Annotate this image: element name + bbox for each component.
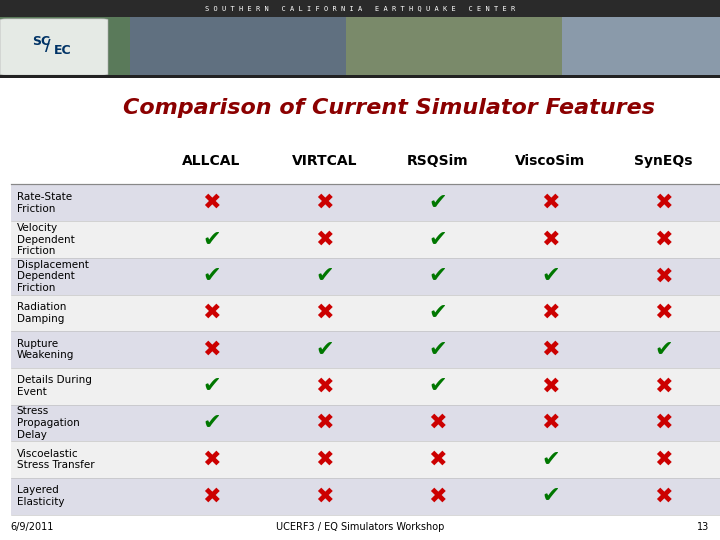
Text: 13: 13 xyxy=(697,522,709,532)
Text: ✖: ✖ xyxy=(654,193,672,213)
Text: ✖: ✖ xyxy=(654,450,672,470)
Text: ✖: ✖ xyxy=(541,193,559,213)
Text: ✖: ✖ xyxy=(315,486,333,507)
Text: Comparison of Current Simulator Features: Comparison of Current Simulator Features xyxy=(123,98,654,118)
Bar xyxy=(0,0,720,17)
Text: SC: SC xyxy=(32,35,50,48)
Bar xyxy=(11,478,720,515)
Text: ✔: ✔ xyxy=(315,266,333,286)
Bar xyxy=(130,17,346,78)
Text: Rate-State
Friction: Rate-State Friction xyxy=(17,192,72,214)
Bar xyxy=(11,404,720,441)
Text: Details During
Event: Details During Event xyxy=(17,375,91,397)
Text: ✖: ✖ xyxy=(315,376,333,396)
Text: ✔: ✔ xyxy=(428,230,446,249)
Text: ✖: ✖ xyxy=(428,450,446,470)
Bar xyxy=(11,258,720,294)
Text: ✖: ✖ xyxy=(654,303,672,323)
Text: ✔: ✔ xyxy=(654,340,672,360)
Bar xyxy=(11,331,720,368)
Text: Rupture
Weakening: Rupture Weakening xyxy=(17,339,74,360)
Text: ✖: ✖ xyxy=(202,340,220,360)
Bar xyxy=(562,17,720,78)
Text: ✖: ✖ xyxy=(315,193,333,213)
Text: ✔: ✔ xyxy=(202,230,220,249)
Text: ✖: ✖ xyxy=(315,413,333,433)
Text: ✖: ✖ xyxy=(654,413,672,433)
Text: Viscoelastic
Stress Transfer: Viscoelastic Stress Transfer xyxy=(17,449,94,470)
Bar xyxy=(11,441,720,478)
Text: ✖: ✖ xyxy=(428,413,446,433)
Text: ✖: ✖ xyxy=(541,413,559,433)
Text: ✖: ✖ xyxy=(315,230,333,249)
Text: SynEQs: SynEQs xyxy=(634,154,693,168)
Text: ✖: ✖ xyxy=(202,193,220,213)
Text: Velocity
Dependent
Friction: Velocity Dependent Friction xyxy=(17,223,74,256)
Text: ✖: ✖ xyxy=(541,376,559,396)
Bar xyxy=(11,368,720,404)
Text: ✔: ✔ xyxy=(428,303,446,323)
Text: Displacement
Dependent
Friction: Displacement Dependent Friction xyxy=(17,260,89,293)
Text: VIRTCAL: VIRTCAL xyxy=(292,154,357,168)
Bar xyxy=(11,221,720,258)
Text: /: / xyxy=(45,39,51,53)
Text: ✖: ✖ xyxy=(315,450,333,470)
Text: ✖: ✖ xyxy=(428,486,446,507)
Text: S O U T H E R N   C A L I F O R N I A   E A R T H Q U A K E   C E N T E R: S O U T H E R N C A L I F O R N I A E A … xyxy=(205,5,515,12)
Text: ✔: ✔ xyxy=(202,266,220,286)
Text: ✖: ✖ xyxy=(654,230,672,249)
Text: ✖: ✖ xyxy=(315,303,333,323)
Text: ✔: ✔ xyxy=(428,376,446,396)
Text: ALLCAL: ALLCAL xyxy=(182,154,240,168)
Text: ✖: ✖ xyxy=(541,340,559,360)
Text: Radiation
Damping: Radiation Damping xyxy=(17,302,66,323)
Text: ✔: ✔ xyxy=(202,413,220,433)
Bar xyxy=(0,17,720,78)
Text: ✖: ✖ xyxy=(202,486,220,507)
Bar xyxy=(0,75,720,78)
Text: ✖: ✖ xyxy=(654,266,672,286)
FancyBboxPatch shape xyxy=(0,19,108,75)
Text: ViscoSim: ViscoSim xyxy=(516,154,585,168)
Text: ✔: ✔ xyxy=(541,266,559,286)
Text: 6/9/2011: 6/9/2011 xyxy=(11,522,54,532)
Text: ✔: ✔ xyxy=(428,340,446,360)
Text: ✖: ✖ xyxy=(202,303,220,323)
Text: ✔: ✔ xyxy=(541,486,559,507)
Text: Layered
Elasticity: Layered Elasticity xyxy=(17,485,64,507)
Text: ✖: ✖ xyxy=(541,230,559,249)
Text: ✖: ✖ xyxy=(654,376,672,396)
Text: Stress
Propagation
Delay: Stress Propagation Delay xyxy=(17,406,79,440)
Text: ✔: ✔ xyxy=(541,450,559,470)
Text: ✔: ✔ xyxy=(428,266,446,286)
Text: ✔: ✔ xyxy=(315,340,333,360)
Text: ✔: ✔ xyxy=(202,376,220,396)
Text: ✖: ✖ xyxy=(541,303,559,323)
Text: ✔: ✔ xyxy=(428,193,446,213)
Text: ✖: ✖ xyxy=(202,450,220,470)
Bar xyxy=(0,17,130,78)
Text: UCERF3 / EQ Simulators Workshop: UCERF3 / EQ Simulators Workshop xyxy=(276,522,444,532)
Text: ✖: ✖ xyxy=(654,486,672,507)
Text: RSQSim: RSQSim xyxy=(407,154,468,168)
Text: EC: EC xyxy=(54,44,71,57)
Bar xyxy=(11,294,720,331)
Bar xyxy=(346,17,562,78)
Bar xyxy=(11,185,720,221)
